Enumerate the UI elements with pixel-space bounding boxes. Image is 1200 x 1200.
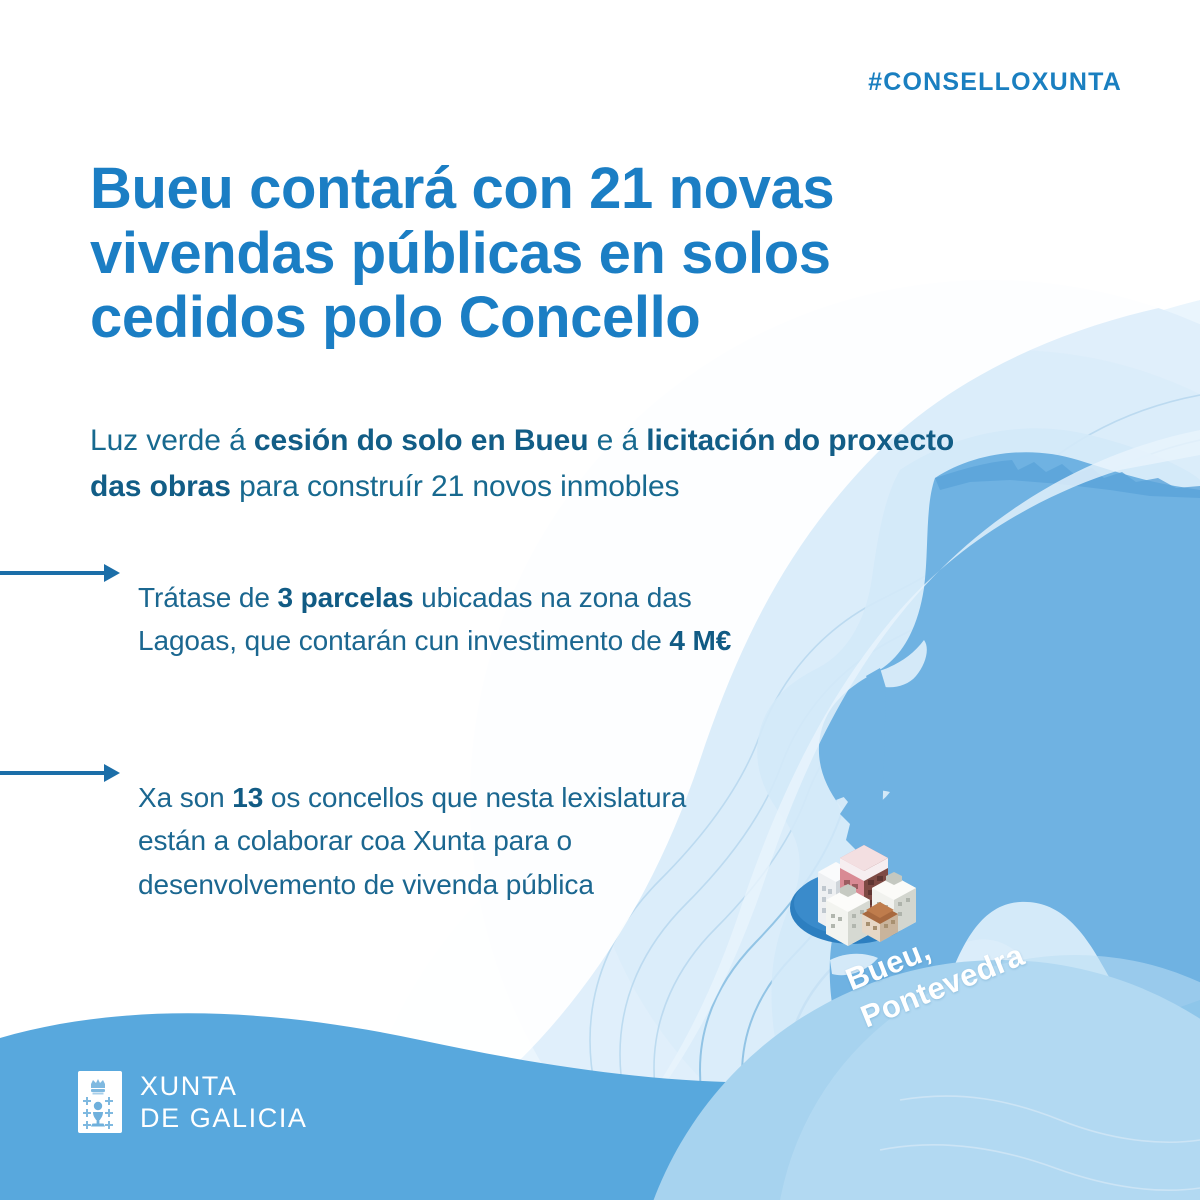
bullet-1-bold-2: 4 M€ <box>669 625 732 657</box>
subtitle-bold-2: licitación do proxecto das obras <box>90 424 955 503</box>
bottom-light-circle-2 <box>780 955 1200 1200</box>
hashtag: #CONSELLOXUNTA <box>868 68 1122 96</box>
isometric-buildings <box>818 845 916 946</box>
bullet-text-1: Trátase de 3 parcelas ubicadas na zona d… <box>138 576 760 663</box>
bullet-item-1: Trátase de 3 parcelas ubicadas na zona d… <box>0 548 760 691</box>
subtitle-part-3: para construír 21 novos inmobles <box>230 469 680 503</box>
arrow-right-icon <box>0 564 120 582</box>
building-brown-house <box>862 902 898 942</box>
island-ellipse-top <box>794 871 910 935</box>
subtitle: Luz verde á cesión do solo en Bueu e á l… <box>90 418 1010 509</box>
arrow-right-icon <box>0 764 120 782</box>
subtitle-part-2: e á <box>588 424 647 457</box>
galicia-map-shape <box>757 428 1200 1130</box>
bullet-item-2: Xa son 13 os concellos que nesta lexisla… <box>0 748 760 934</box>
contour-lines-bottom <box>879 1095 1200 1192</box>
contour-lines-mid <box>698 534 1200 1200</box>
logo-wordmark: XUNTA DE GALICIA <box>140 1071 308 1134</box>
bullet-1-part-1: Trátase de <box>138 582 278 613</box>
galicia-coat-of-arms-icon <box>78 1071 122 1134</box>
page-title: Bueu contará con 21 novas vivendas públi… <box>90 155 835 351</box>
building-white-tall <box>818 862 854 932</box>
xunta-de-galicia-logo: XUNTA DE GALICIA <box>78 1070 308 1135</box>
building-white-front <box>826 884 870 946</box>
island-ellipse <box>790 872 914 944</box>
bullet-2-part-2: os concellos que nesta lexislatura están… <box>138 782 687 900</box>
map-location-label: Bueu, Pontevedra <box>840 931 1029 1035</box>
subtitle-part-1: Luz verde á <box>90 424 254 457</box>
cross-shapes <box>83 1097 113 1130</box>
building-red-tower <box>840 845 888 927</box>
coastline-rias <box>830 640 927 976</box>
bullet-2-bold-1: 13 <box>232 782 264 813</box>
bullet-text-2: Xa son 13 os concellos que nesta lexisla… <box>138 776 760 906</box>
building-white-right <box>872 872 916 934</box>
bullet-1-part-2: ubicadas na zona das Lagoas, que contará… <box>138 582 692 657</box>
bullet-1-bold-1: 3 parcelas <box>277 582 414 613</box>
subtitle-bold-1: cesión do solo en Bueu <box>253 424 589 457</box>
bullet-2-part-1: Xa son <box>138 782 233 813</box>
west-coast-detail <box>836 668 886 898</box>
chalice-shape <box>90 1102 106 1127</box>
crown-shape <box>91 1079 105 1095</box>
